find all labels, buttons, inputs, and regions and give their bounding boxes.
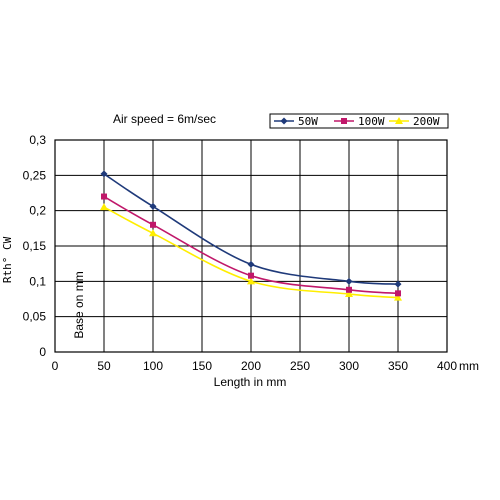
data-point-50w (345, 277, 353, 285)
y-tick-label: 0,3 (29, 133, 46, 147)
base-annotation: Base on mm (72, 271, 86, 338)
y-tick-label: 0,1 (29, 274, 46, 288)
data-point-100w (395, 290, 401, 297)
x-tick-label: 0 (52, 359, 59, 373)
x-tick-label: 50 (97, 359, 111, 373)
data-point-100w (101, 193, 107, 200)
data-point-100w (248, 272, 254, 279)
data-point-200w (394, 293, 402, 301)
data-point-50w (149, 202, 157, 210)
legend-label-200w: 200W (413, 115, 440, 128)
x-tick-label: 250 (290, 359, 310, 373)
chart-title: Air speed = 6m/sec (113, 112, 216, 126)
series-markers (100, 170, 402, 301)
y-axis-label: Rth° CW (1, 236, 14, 283)
x-tick-label: 350 (388, 359, 408, 373)
legend-label-50w: 50W (298, 115, 318, 128)
grid (54, 139, 448, 353)
data-point-200w (247, 277, 255, 285)
y-tick-label: 0,25 (23, 168, 47, 182)
x-tick-label: 150 (192, 359, 212, 373)
legend: 50W 100W 200W (269, 113, 449, 129)
x-axis-unit: mm (459, 359, 479, 373)
legend-box (269, 113, 449, 129)
x-tick-label: 400 (437, 359, 457, 373)
x-tick-label: 200 (241, 359, 261, 373)
y-tick-label: 0,2 (29, 204, 46, 218)
data-point-100w (346, 286, 352, 293)
legend-marker-100w (341, 118, 347, 124)
y-tick-label: 0,05 (23, 310, 47, 324)
tick-labels: 0 50 100 150 200 250 300 350 400 0 0,05 0,1 0,15 0,2 0… (23, 133, 458, 373)
legend-marker-200w (395, 117, 403, 124)
data-point-50w (247, 260, 255, 268)
y-tick-label: 0,15 (23, 239, 47, 253)
data-point-50w (100, 170, 108, 178)
x-tick-label: 100 (143, 359, 163, 373)
legend-label-100w: 100W (358, 115, 385, 128)
x-tick-label: 300 (339, 359, 359, 373)
data-point-200w (345, 290, 353, 298)
data-point-200w (100, 203, 108, 211)
legend-marker-50w (280, 117, 288, 125)
x-axis-label: Length in mm (214, 375, 287, 389)
data-point-50w (394, 280, 402, 288)
data-point-100w (150, 221, 156, 228)
data-point-200w (149, 229, 157, 237)
plot-frame (54, 139, 448, 353)
y-tick-label: 0 (39, 345, 46, 359)
